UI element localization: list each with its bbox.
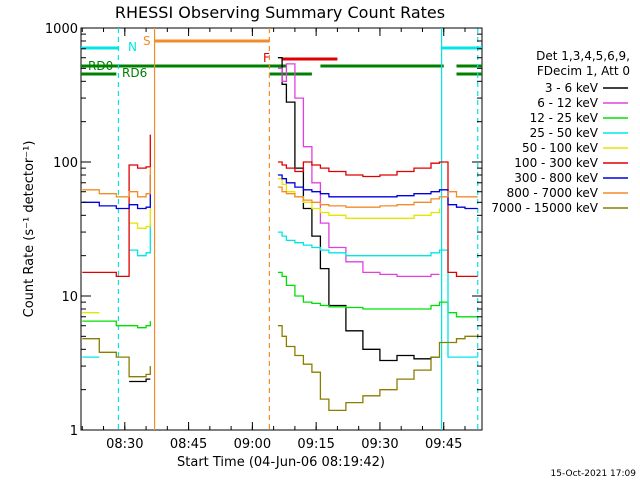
flag-label-rd0: RD0 — [88, 59, 113, 73]
legend-header-1: Det 1,3,4,5,6,9, — [536, 49, 630, 63]
y-tick-label-1: 10 — [61, 290, 78, 305]
x-tick-label-0: 08:30 — [106, 437, 143, 452]
legend-label-6: 300 - 800 keV — [514, 171, 598, 185]
legend-header-2: FDecim 1, Att 0 — [537, 64, 630, 78]
y-tick-label-3: 1000 — [45, 22, 78, 37]
y-tick-label-2: 100 — [53, 156, 78, 171]
vline-layer — [117, 28, 479, 430]
legend-label-8: 7000 - 15000 keV — [491, 201, 598, 215]
series-line-6 — [82, 174, 478, 210]
series-line-3 — [82, 223, 478, 358]
x-tick-label-5: 09:45 — [425, 437, 462, 452]
series-line-4 — [82, 178, 441, 314]
series-line-2 — [82, 271, 478, 329]
legend-label-0: 3 - 6 keV — [545, 81, 599, 95]
x-axis-ticks: 08:30 08:45 09:00 09:15 09:30 09:45 — [81, 28, 466, 452]
flag-label-rd6: RD6 — [122, 66, 147, 80]
x-axis-label: Start Time (04-Jun-06 08:19:42) — [177, 455, 385, 470]
y-axis-label: Count Rate (s⁻¹ detector⁻¹) — [22, 141, 37, 318]
y-tick-label-0: 1 — [70, 424, 78, 439]
series-layer — [82, 57, 479, 412]
flag-label-n: N — [128, 40, 137, 54]
plot-frame — [80, 27, 483, 431]
x-tick-label-2: 09:00 — [234, 437, 271, 452]
x-tick-label-4: 09:30 — [361, 437, 398, 452]
y-axis-ticks: 1 10 100 1000 — [45, 22, 482, 439]
legend-label-5: 100 - 300 keV — [514, 156, 598, 170]
x-tick-label-3: 09:15 — [297, 437, 334, 452]
legend: Det 1,3,4,5,6,9, FDecim 1, Att 0 3 - 6 k… — [491, 49, 630, 215]
series-line-0 — [129, 57, 440, 383]
legend-label-7: 800 - 7000 keV — [507, 186, 599, 200]
series-line-7 — [82, 168, 478, 208]
legend-label-3: 25 - 50 keV — [530, 126, 599, 140]
series-line-5 — [82, 134, 478, 278]
legend-label-1: 6 - 12 keV — [537, 96, 599, 110]
flag-label-s: S — [143, 34, 151, 48]
series-line-1 — [277, 63, 440, 278]
x-tick-label-1: 08:45 — [170, 437, 207, 452]
timestamp: 15-Oct-2021 17:09 — [551, 469, 637, 479]
legend-label-2: 12 - 25 keV — [530, 111, 599, 125]
chart-title: RHESSI Observing Summary Count Rates — [115, 3, 445, 22]
legend-label-4: 50 - 100 keV — [522, 141, 599, 155]
series-line-8 — [82, 325, 479, 412]
flag-label-f: F — [263, 51, 270, 65]
